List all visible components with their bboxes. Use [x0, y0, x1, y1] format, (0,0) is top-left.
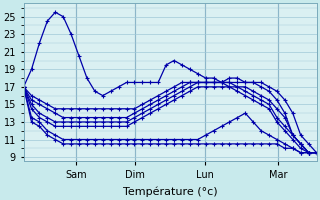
X-axis label: Température (°c): Température (°c)	[123, 186, 217, 197]
